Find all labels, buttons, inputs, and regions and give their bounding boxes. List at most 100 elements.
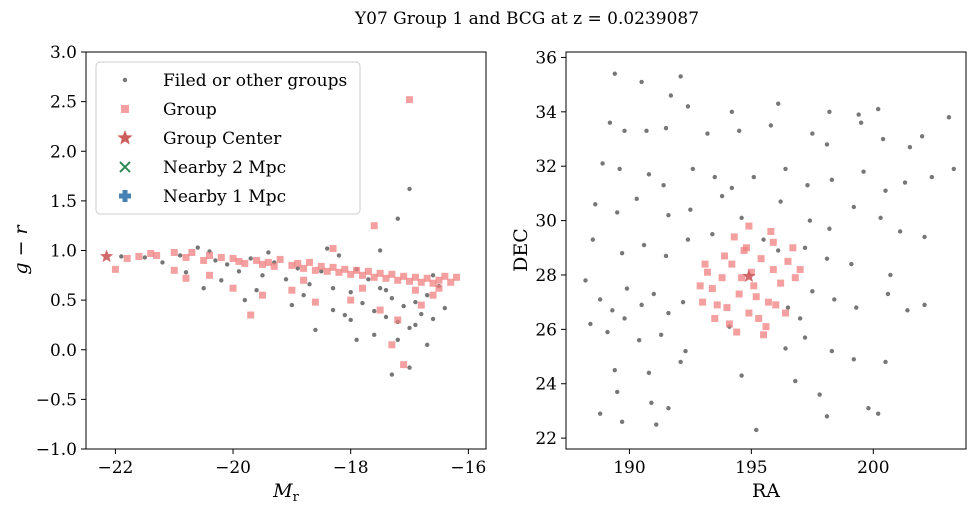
left-ylabel: g − r: [10, 223, 32, 274]
field-point: [946, 115, 952, 120]
group-point: [750, 282, 758, 290]
group-point: [718, 274, 726, 282]
field-point: [377, 248, 383, 253]
y-tick-label: 1.5: [50, 192, 77, 212]
right-ticks: 190 195 200 22 24 26 28 30 32 34 36: [535, 48, 889, 478]
field-point: [729, 185, 735, 191]
field-point: [260, 273, 265, 278]
group-point: [188, 248, 196, 256]
field-point: [739, 373, 744, 378]
field-point: [858, 120, 864, 125]
y-tick-label: 1.0: [50, 242, 77, 262]
group-point: [288, 286, 296, 294]
field-point: [829, 177, 835, 183]
field-point: [778, 199, 783, 204]
field-point: [785, 305, 791, 310]
field-point: [897, 229, 903, 234]
group-point: [777, 279, 785, 287]
group-point: [206, 271, 214, 279]
group-point: [789, 244, 797, 252]
group-point: [411, 273, 419, 281]
field-point: [883, 359, 888, 365]
field-point: [919, 134, 925, 139]
field-point: [651, 291, 657, 297]
y-tick-label: 22: [535, 429, 557, 449]
field-point: [372, 332, 377, 338]
group-point: [329, 263, 337, 271]
field-point: [768, 123, 774, 128]
field-point: [307, 282, 312, 287]
field-point: [605, 329, 610, 335]
field-point: [817, 392, 822, 397]
y-tick-label: 2.5: [50, 93, 77, 113]
group-point: [699, 298, 707, 306]
group-point: [447, 278, 455, 286]
field-point: [666, 406, 671, 411]
field-point: [366, 277, 371, 282]
group-point: [270, 262, 278, 270]
group-point: [784, 257, 792, 265]
field-point: [663, 253, 669, 259]
group-point: [358, 284, 366, 292]
group-point: [752, 293, 760, 301]
group-point: [111, 265, 119, 273]
field-point: [248, 256, 253, 261]
field-point: [395, 337, 400, 343]
field-point: [142, 255, 148, 260]
group-point: [764, 298, 772, 306]
group-point: [400, 361, 408, 369]
field-point: [401, 303, 406, 309]
group-point: [760, 331, 768, 339]
field-point: [330, 307, 336, 313]
legend-x-icon: [119, 161, 131, 173]
group-point: [241, 259, 249, 267]
field-point: [685, 237, 691, 242]
field-point: [883, 188, 888, 193]
legend-label: Filed or other groups: [163, 71, 347, 91]
group-point: [738, 274, 746, 282]
group-point: [733, 328, 741, 336]
group-point: [370, 222, 378, 230]
group-point: [388, 341, 396, 349]
x-tick-label: −22: [97, 458, 133, 478]
field-point: [597, 411, 603, 416]
group-point: [394, 316, 402, 324]
group-point: [406, 277, 414, 285]
group-point: [235, 257, 243, 265]
field-point: [685, 104, 691, 109]
field-point: [442, 305, 448, 311]
field-point: [600, 161, 605, 166]
field-point: [802, 245, 808, 250]
field-point: [710, 231, 715, 237]
field-point: [668, 93, 674, 98]
field-point: [929, 174, 935, 180]
figure-title: Y07 Group 1 and BCG at z = 0.0239087: [354, 9, 699, 29]
group-point: [453, 273, 461, 281]
field-point: [324, 246, 330, 251]
legend: Filed or other groups Group Group Center Ne…: [95, 61, 361, 215]
group-point: [147, 249, 155, 257]
field-point: [242, 297, 248, 303]
field-point: [617, 166, 622, 172]
group-point: [311, 298, 319, 306]
field-point: [639, 79, 644, 85]
group-point: [435, 284, 443, 292]
field-point: [383, 288, 389, 293]
field-point: [389, 372, 395, 377]
field-point: [683, 348, 688, 354]
field-point: [622, 128, 627, 134]
group-point: [762, 323, 770, 331]
field-point: [875, 106, 881, 112]
y-tick-label: −0.5: [36, 390, 77, 410]
field-point: [342, 312, 348, 318]
field-point: [824, 142, 830, 147]
group-point: [182, 253, 190, 261]
field-point: [430, 316, 436, 322]
field-point: [593, 202, 598, 207]
field-point: [612, 367, 617, 373]
field-point: [885, 291, 891, 297]
field-point: [775, 248, 781, 253]
field-point: [336, 253, 342, 258]
field-point: [739, 215, 744, 221]
